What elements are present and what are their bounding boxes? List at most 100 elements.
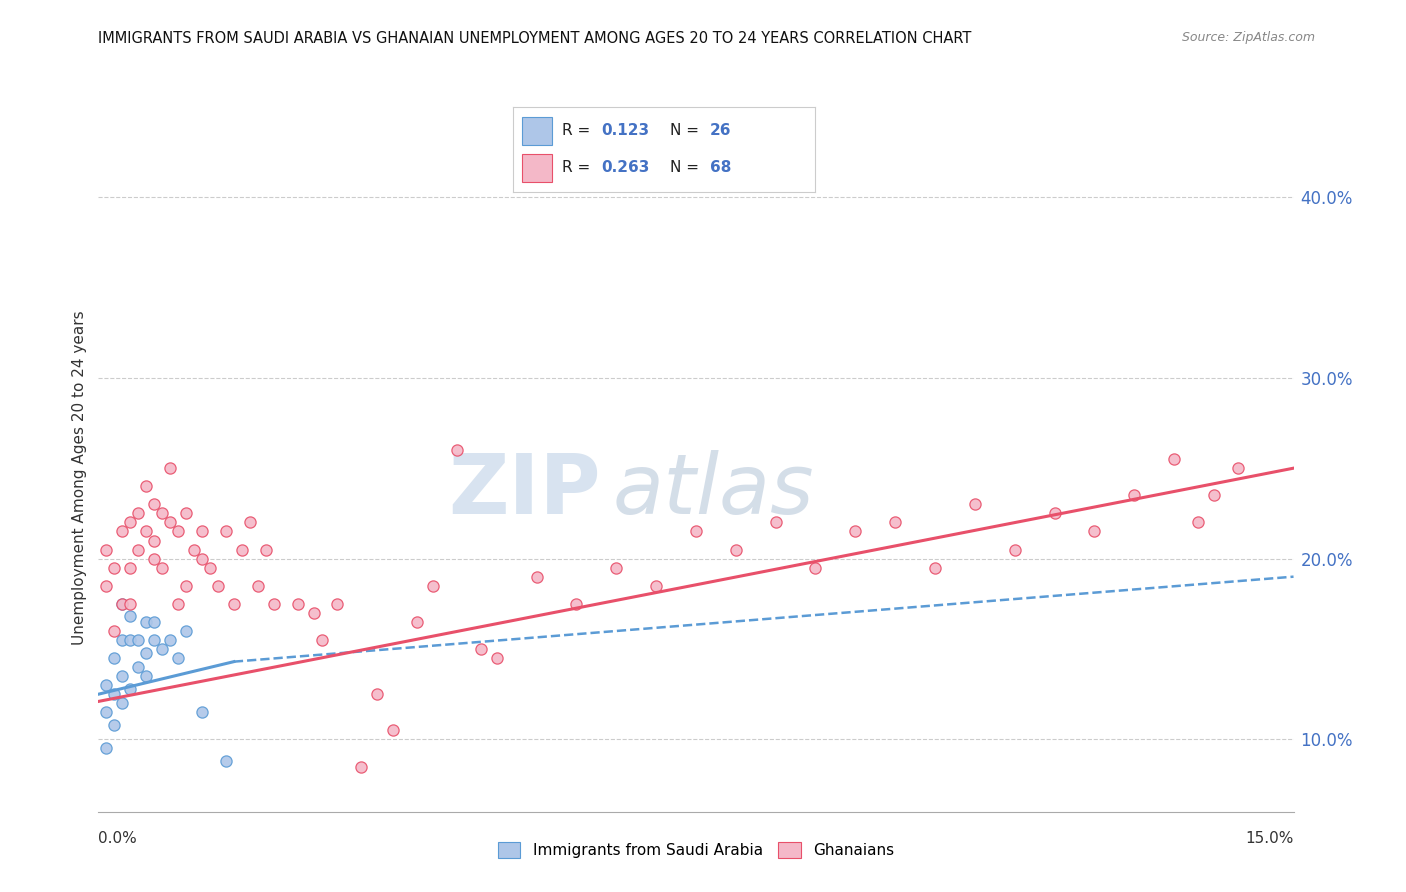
FancyBboxPatch shape: [522, 117, 553, 145]
Point: [565, 597, 588, 611]
Point: [350, 759, 373, 773]
Text: N =: N =: [671, 123, 704, 138]
Point: [111, 524, 134, 539]
Point: [246, 579, 269, 593]
Point: [127, 660, 149, 674]
FancyBboxPatch shape: [522, 153, 553, 182]
Point: [111, 696, 134, 710]
Point: [167, 524, 190, 539]
Point: [366, 687, 388, 701]
Point: [150, 560, 173, 574]
Point: [120, 597, 142, 611]
Point: [207, 579, 229, 593]
Point: [135, 524, 157, 539]
Point: [103, 560, 125, 574]
Point: [446, 443, 468, 458]
Point: [111, 597, 134, 611]
Point: [174, 579, 197, 593]
Point: [287, 597, 309, 611]
Point: [103, 718, 125, 732]
Point: [167, 597, 190, 611]
Legend: Immigrants from Saudi Arabia, Ghanaians: Immigrants from Saudi Arabia, Ghanaians: [492, 836, 900, 864]
Text: R =: R =: [561, 160, 595, 175]
Point: [1202, 488, 1225, 502]
Text: 0.123: 0.123: [600, 123, 650, 138]
Point: [191, 551, 214, 566]
Point: [924, 560, 946, 574]
Point: [685, 524, 707, 539]
Point: [263, 597, 285, 611]
Point: [135, 615, 157, 629]
Point: [135, 669, 157, 683]
Y-axis label: Unemployment Among Ages 20 to 24 years: Unemployment Among Ages 20 to 24 years: [72, 310, 87, 645]
Point: [963, 497, 986, 511]
Point: [120, 560, 142, 574]
Point: [127, 632, 149, 647]
Point: [143, 551, 166, 566]
Point: [96, 579, 118, 593]
Point: [198, 560, 221, 574]
Point: [222, 597, 245, 611]
Text: 15.0%: 15.0%: [1246, 831, 1294, 846]
Point: [135, 479, 157, 493]
Point: [1163, 452, 1185, 467]
Point: [844, 524, 866, 539]
Point: [143, 533, 166, 548]
Text: N =: N =: [671, 160, 704, 175]
Point: [96, 706, 118, 720]
Point: [191, 706, 214, 720]
Point: [485, 651, 508, 665]
Point: [143, 615, 166, 629]
Point: [159, 461, 181, 475]
Point: [174, 507, 197, 521]
Point: [111, 632, 134, 647]
Point: [645, 579, 668, 593]
Point: [1226, 461, 1249, 475]
Point: [174, 624, 197, 638]
Point: [406, 615, 429, 629]
Point: [1123, 488, 1146, 502]
Point: [111, 669, 134, 683]
Point: [150, 507, 173, 521]
Point: [103, 651, 125, 665]
Point: [143, 497, 166, 511]
Point: [311, 632, 333, 647]
Point: [120, 632, 142, 647]
Text: 68: 68: [710, 160, 731, 175]
Point: [804, 560, 827, 574]
Point: [135, 646, 157, 660]
Point: [470, 642, 492, 657]
Text: R =: R =: [561, 123, 595, 138]
Point: [159, 516, 181, 530]
Point: [150, 642, 173, 657]
Point: [120, 516, 142, 530]
Point: [326, 597, 349, 611]
Point: [96, 678, 118, 692]
Point: [605, 560, 627, 574]
Point: [120, 609, 142, 624]
Point: [1187, 516, 1209, 530]
Text: 26: 26: [710, 123, 731, 138]
Point: [120, 681, 142, 696]
Point: [1083, 524, 1105, 539]
Point: [1043, 507, 1066, 521]
Text: 0.263: 0.263: [600, 160, 650, 175]
Point: [111, 597, 134, 611]
Point: [884, 516, 907, 530]
Point: [239, 516, 262, 530]
Point: [167, 651, 190, 665]
Point: [103, 624, 125, 638]
Point: [215, 754, 238, 768]
Point: [526, 569, 548, 583]
Point: [1004, 542, 1026, 557]
Point: [183, 542, 205, 557]
Text: Source: ZipAtlas.com: Source: ZipAtlas.com: [1181, 31, 1315, 45]
Point: [765, 516, 787, 530]
Point: [302, 606, 325, 620]
Point: [127, 542, 149, 557]
Text: ZIP: ZIP: [449, 450, 600, 531]
Point: [422, 579, 444, 593]
Point: [382, 723, 405, 738]
Text: IMMIGRANTS FROM SAUDI ARABIA VS GHANAIAN UNEMPLOYMENT AMONG AGES 20 TO 24 YEARS : IMMIGRANTS FROM SAUDI ARABIA VS GHANAIAN…: [98, 31, 972, 46]
Point: [103, 687, 125, 701]
